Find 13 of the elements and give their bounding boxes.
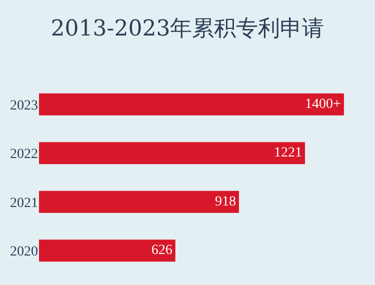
y-tick-label: 2020 xyxy=(10,244,38,260)
data-label: 626 xyxy=(151,243,172,258)
y-tick-label: 2022 xyxy=(10,147,38,162)
bar xyxy=(39,142,305,164)
data-label: 918 xyxy=(214,194,236,210)
y-tick-label: 2023 xyxy=(10,98,38,114)
chart-title: 2013-2023年累积专利申请 xyxy=(50,16,324,42)
bar xyxy=(39,93,344,116)
data-label: 1221 xyxy=(274,146,302,161)
data-label: 1400+ xyxy=(304,96,341,112)
bar xyxy=(39,190,239,213)
bar xyxy=(39,240,176,262)
y-tick-label: 2021 xyxy=(10,196,38,211)
